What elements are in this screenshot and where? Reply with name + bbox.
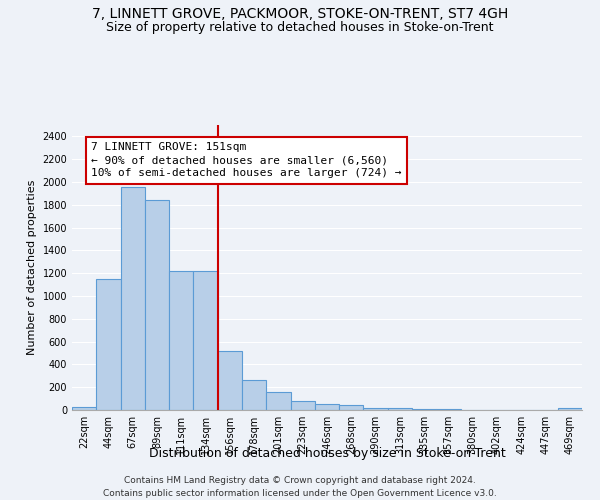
Bar <box>193 271 218 410</box>
Bar <box>558 408 582 410</box>
Bar <box>218 350 242 410</box>
Bar <box>436 409 461 410</box>
Text: Size of property relative to detached houses in Stoke-on-Trent: Size of property relative to detached ho… <box>106 21 494 34</box>
Bar <box>72 406 96 410</box>
Text: 7 LINNETT GROVE: 151sqm
← 90% of detached houses are smaller (6,560)
10% of semi: 7 LINNETT GROVE: 151sqm ← 90% of detache… <box>91 142 402 178</box>
Text: Contains HM Land Registry data © Crown copyright and database right 2024.
Contai: Contains HM Land Registry data © Crown c… <box>103 476 497 498</box>
Bar <box>364 408 388 410</box>
Bar <box>388 408 412 410</box>
Bar <box>121 186 145 410</box>
Text: Distribution of detached houses by size in Stoke-on-Trent: Distribution of detached houses by size … <box>149 448 505 460</box>
Bar <box>339 405 364 410</box>
Bar <box>96 279 121 410</box>
Bar <box>169 271 193 410</box>
Text: 7, LINNETT GROVE, PACKMOOR, STOKE-ON-TRENT, ST7 4GH: 7, LINNETT GROVE, PACKMOOR, STOKE-ON-TRE… <box>92 8 508 22</box>
Bar <box>145 200 169 410</box>
Bar <box>315 404 339 410</box>
Bar <box>242 380 266 410</box>
Y-axis label: Number of detached properties: Number of detached properties <box>27 180 37 355</box>
Bar <box>412 409 436 410</box>
Bar <box>266 392 290 410</box>
Bar <box>290 401 315 410</box>
